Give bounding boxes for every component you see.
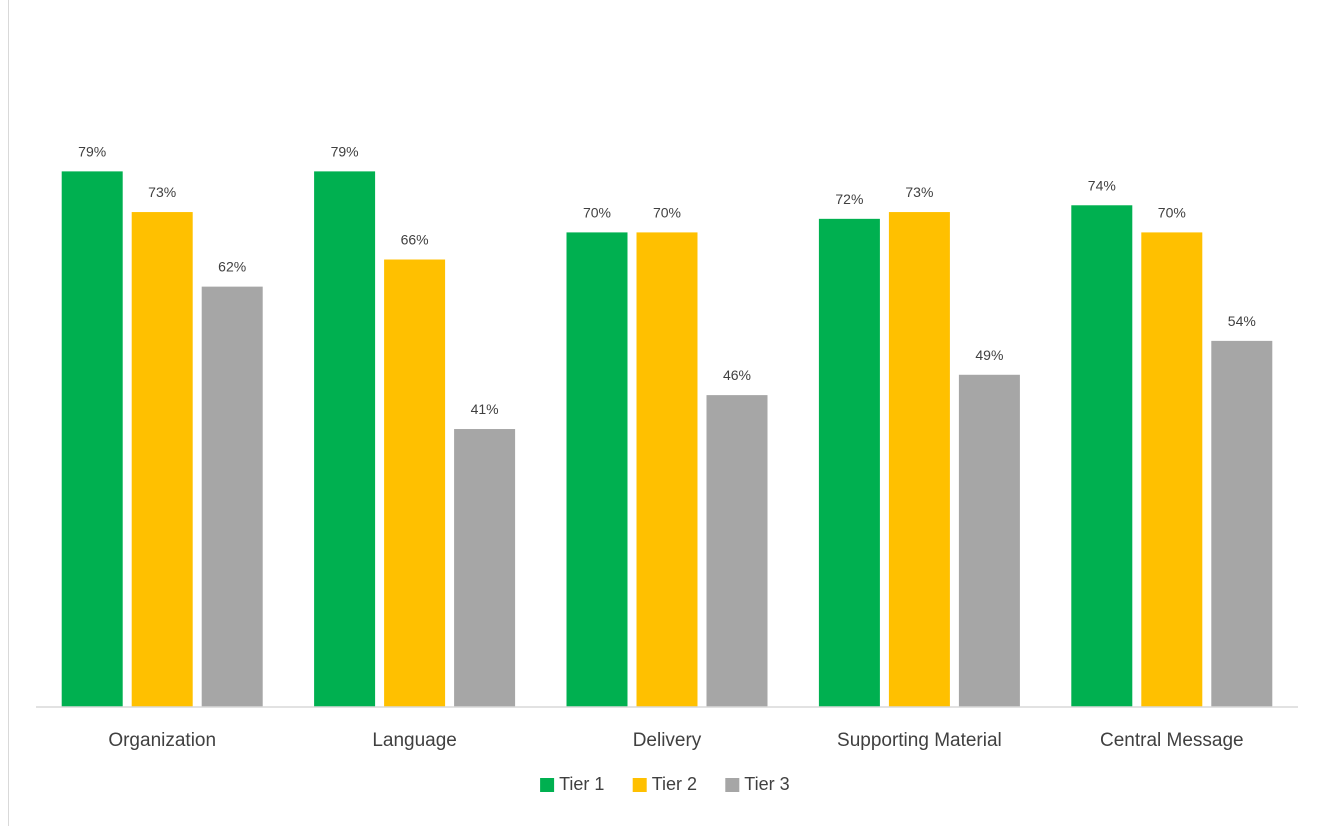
- bar-supporting-material-tier-1: [818, 218, 880, 707]
- bar-central-message-tier-2: [1141, 232, 1203, 707]
- legend-swatch: [725, 778, 740, 792]
- legend: Tier 1 Tier 2 Tier 3: [540, 774, 790, 794]
- data-label: 54%: [1228, 313, 1256, 329]
- bar-delivery-tier-2: [636, 232, 698, 707]
- bar-language-tier-3: [454, 429, 516, 707]
- data-label: 79%: [331, 143, 359, 159]
- data-label: 79%: [78, 143, 106, 159]
- data-label: 73%: [905, 184, 933, 200]
- bar-central-message-tier-1: [1071, 205, 1133, 707]
- category-label: Delivery: [633, 730, 702, 751]
- bar-organization-tier-1: [61, 171, 123, 707]
- bar-supporting-material-tier-2: [888, 212, 950, 707]
- data-label: 73%: [148, 184, 176, 200]
- data-labels-group: 79% 73% 62% 79% 66% 41% 70% 70% 46% 72% 73% 49% 74% 7…: [78, 143, 1256, 417]
- data-label: 62%: [218, 259, 246, 275]
- data-label: 74%: [1088, 177, 1116, 193]
- data-label: 46%: [723, 367, 751, 383]
- chart-frame: [8, 0, 1325, 826]
- data-label: 70%: [583, 204, 611, 220]
- bar-delivery-tier-3: [706, 395, 768, 707]
- category-label: Language: [372, 730, 457, 751]
- bar-central-message-tier-3: [1211, 340, 1273, 707]
- bar-language-tier-1: [314, 171, 376, 707]
- data-label: 49%: [975, 347, 1003, 363]
- legend-item-tier-2: Tier 2: [632, 774, 697, 794]
- category-label: Central Message: [1100, 730, 1244, 751]
- legend-item-tier-1: Tier 1: [540, 774, 604, 794]
- category-label: Organization: [108, 730, 216, 751]
- bar-language-tier-2: [384, 259, 446, 707]
- bar-organization-tier-2: [131, 212, 193, 707]
- legend-swatch: [540, 778, 555, 792]
- data-label: 66%: [401, 232, 429, 248]
- legend-label: Tier 2: [652, 774, 697, 794]
- bars-group: [61, 171, 1273, 707]
- category-labels-group: Organization Language Delivery Supporting M…: [108, 730, 1243, 751]
- legend-label: Tier 3: [744, 774, 789, 794]
- legend-item-tier-3: Tier 3: [725, 774, 790, 794]
- data-label: 72%: [835, 191, 863, 207]
- bar-supporting-material-tier-3: [958, 374, 1020, 707]
- data-label: 41%: [471, 401, 499, 417]
- bar-organization-tier-3: [201, 286, 263, 707]
- legend-label: Tier 1: [559, 774, 604, 794]
- legend-swatch: [632, 778, 647, 792]
- bar-delivery-tier-1: [566, 232, 628, 707]
- data-label: 70%: [1158, 204, 1186, 220]
- category-label: Supporting Material: [837, 730, 1002, 751]
- data-label: 70%: [653, 204, 681, 220]
